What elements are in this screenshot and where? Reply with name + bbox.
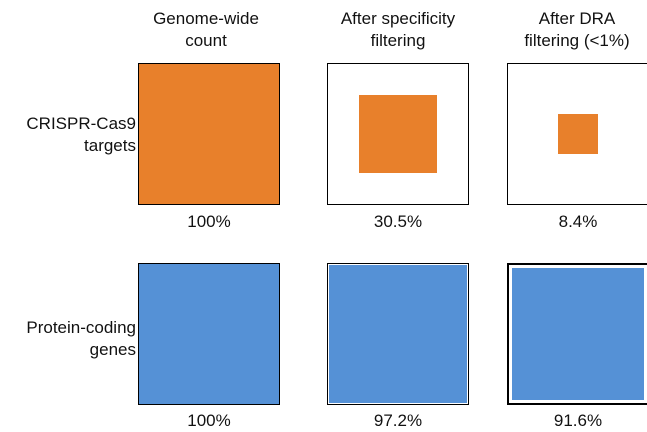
genes-after-dra-square [511, 267, 645, 401]
row-label-line: targets [84, 136, 136, 155]
crispr-after-specificity-percentage: 30.5% [373, 212, 423, 231]
genes-after-dra-box [507, 263, 647, 405]
column-header-after-specificity: After specificity filtering [318, 8, 478, 52]
crispr-after-dra-percentage: 8.4% [558, 212, 598, 231]
crispr-after-dra-square [557, 113, 599, 155]
column-header-line: Genome-wide [153, 9, 259, 28]
genes-after-dra-percentage: 91.6% [553, 411, 603, 430]
column-header-genome-wide: Genome-wide count [126, 8, 286, 52]
column-header-line: count [185, 31, 227, 50]
column-header-line: After specificity [340, 9, 456, 28]
column-header-after-dra: After DRA filtering (<1%) [497, 8, 647, 52]
crispr-genome-wide-box [138, 63, 280, 205]
crispr-after-specificity-box [327, 63, 469, 205]
genes-after-specificity-box [327, 263, 469, 405]
crispr-after-specificity-square [359, 95, 437, 173]
crispr-genome-wide-percentage: 100% [187, 212, 231, 231]
genes-after-specificity-percentage: 97.2% [373, 411, 423, 430]
column-header-line: After DRA [538, 9, 616, 28]
row-label-line: Protein-coding [26, 318, 136, 337]
column-header-line: filtering (<1%) [524, 31, 630, 50]
crispr-genome-wide-square [139, 64, 279, 204]
column-header-line: filtering [370, 31, 426, 50]
crispr-after-dra-box [507, 63, 647, 205]
row-label-protein-coding-genes: Protein-coding genes [0, 317, 136, 361]
row-label-line: CRISPR-Cas9 [26, 114, 136, 133]
genes-after-specificity-square [328, 264, 467, 403]
genes-genome-wide-box [138, 263, 280, 405]
genes-genome-wide-square [139, 264, 279, 404]
row-label-line: genes [89, 340, 136, 359]
genes-genome-wide-percentage: 100% [187, 411, 231, 430]
row-label-crispr-targets: CRISPR-Cas9 targets [0, 113, 136, 157]
